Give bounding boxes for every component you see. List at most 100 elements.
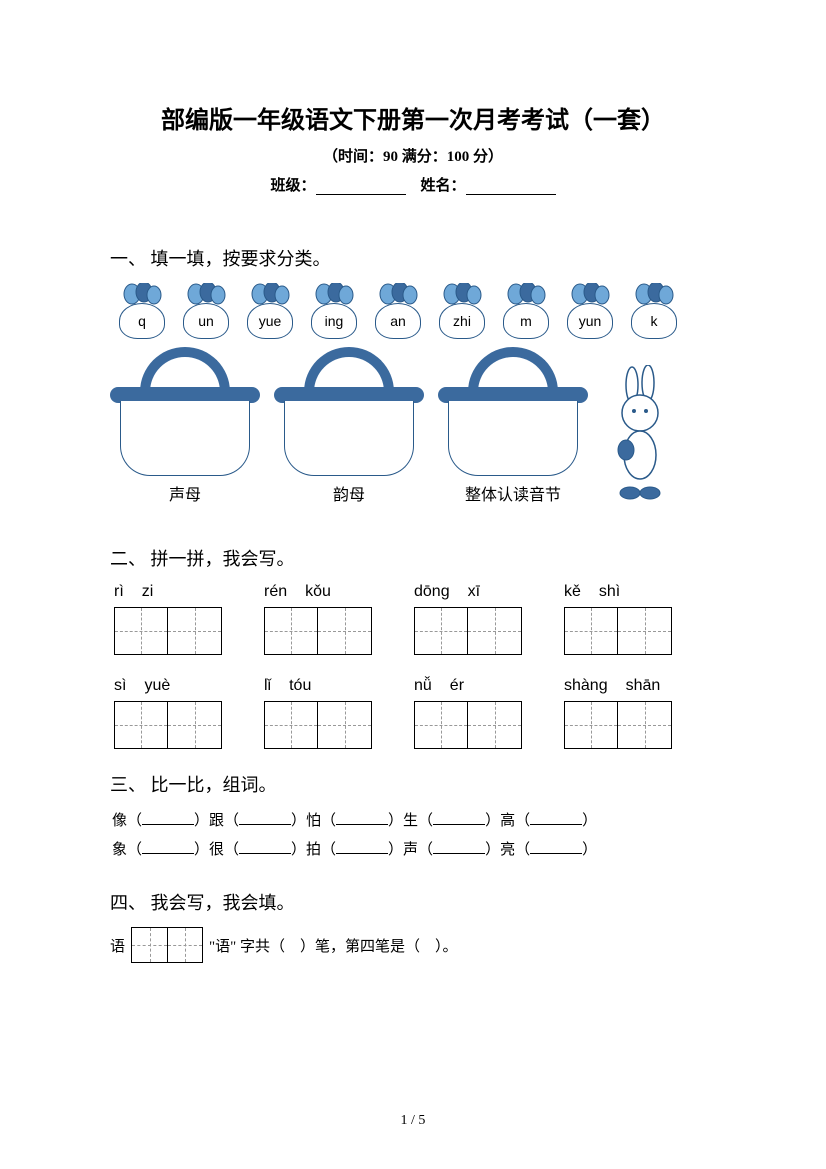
bunny-icon <box>602 365 682 505</box>
char-box-pair[interactable] <box>414 607 522 655</box>
name-label: 姓名： <box>421 178 466 194</box>
radish-row: q un yue ing an zhi m yun k <box>110 283 716 341</box>
pinyin-syllable: nǚ <box>414 677 432 695</box>
basket-label: 声母 <box>110 481 260 505</box>
pinyin-syllable: yuè <box>144 677 170 695</box>
basket <box>110 347 260 477</box>
subtitle: （时间：90 满分：100 分） <box>110 145 716 166</box>
char-box[interactable] <box>618 702 671 748</box>
basket-group: 整体认读音节 <box>438 347 588 505</box>
char-box[interactable] <box>415 702 468 748</box>
basket-group: 声母 <box>110 347 260 505</box>
info-line: 班级： 姓名： <box>110 174 716 195</box>
word-blank[interactable] <box>530 842 582 854</box>
section-4-char: 语 <box>110 935 125 956</box>
pinyin-group: shàng shān <box>564 677 672 695</box>
char-box[interactable] <box>168 702 221 748</box>
section-1-title: 一、 填一填，按要求分类。 <box>110 245 716 271</box>
section-4-content: 语 "语" 字共（ ）笔，第四笔是（ ）。 <box>110 927 716 963</box>
char-box-pair[interactable] <box>564 701 672 749</box>
char-box[interactable] <box>618 608 671 654</box>
pinyin-syllable: tóu <box>289 677 311 695</box>
word-blank[interactable] <box>433 842 485 854</box>
pinyin-syllable: shàng <box>564 677 608 695</box>
char-box-pair[interactable] <box>564 607 672 655</box>
word-blank[interactable] <box>336 842 388 854</box>
pinyin-syllable: zi <box>142 583 154 601</box>
boxes-row <box>110 607 716 655</box>
char-box[interactable] <box>265 702 318 748</box>
char-box[interactable] <box>131 927 167 963</box>
section-2-title: 二、 拼一拼，我会写。 <box>110 545 716 571</box>
radish-item: un <box>178 283 234 341</box>
char-box[interactable] <box>318 608 371 654</box>
pinyin-syllable: kǒu <box>305 583 331 601</box>
char-box[interactable] <box>115 608 168 654</box>
word-blank[interactable] <box>239 813 291 825</box>
char-box[interactable] <box>415 608 468 654</box>
char-box[interactable] <box>168 608 221 654</box>
section-3-title: 三、 比一比，组词。 <box>110 771 716 797</box>
char-box-pair[interactable] <box>131 927 203 963</box>
pinyin-group: rìzi <box>114 583 222 601</box>
word-blank[interactable] <box>433 813 485 825</box>
pinyin-syllable: kě <box>564 583 581 601</box>
basket-label: 韵母 <box>274 481 424 505</box>
char-box[interactable] <box>318 702 371 748</box>
radish-item: m <box>498 283 554 341</box>
word-blank[interactable] <box>336 813 388 825</box>
basket-label: 整体认读音节 <box>438 481 588 505</box>
pinyin-syllable: ér <box>450 677 464 695</box>
char-box-pair[interactable] <box>264 701 372 749</box>
char-box[interactable] <box>565 702 618 748</box>
word-blank[interactable] <box>530 813 582 825</box>
class-blank[interactable] <box>316 181 406 195</box>
radish-item: zhi <box>434 283 490 341</box>
char-box[interactable] <box>167 927 203 963</box>
pinyin-group: lǐtóu <box>264 677 372 695</box>
basket-group: 韵母 <box>274 347 424 505</box>
pinyin-syllable: lǐ <box>264 677 271 695</box>
radish-item: k <box>626 283 682 341</box>
pinyin-syllable: rì <box>114 583 124 601</box>
basket <box>274 347 424 477</box>
baskets-row: 声母 韵母 整体认读音节 <box>110 347 716 505</box>
char-box[interactable] <box>468 608 521 654</box>
basket <box>438 347 588 477</box>
pinyin-syllable: xī <box>468 583 480 601</box>
char-box-pair[interactable] <box>264 607 372 655</box>
pinyin-group: sìyuè <box>114 677 222 695</box>
pinyin-syllable: sì <box>114 677 126 695</box>
word-blank[interactable] <box>142 842 194 854</box>
radish-item: q <box>114 283 170 341</box>
pinyin-syllable: dōng <box>414 583 450 601</box>
radish-item: yue <box>242 283 298 341</box>
page-number: 1 / 5 <box>0 1113 826 1129</box>
pinyin-syllable: shì <box>599 583 620 601</box>
char-box[interactable] <box>565 608 618 654</box>
char-box[interactable] <box>265 608 318 654</box>
pinyin-row: rìzi rénkǒu dōngxī kěshì <box>110 583 716 601</box>
char-box-pair[interactable] <box>414 701 522 749</box>
word-blank[interactable] <box>239 842 291 854</box>
boxes-row <box>110 701 716 749</box>
char-box[interactable] <box>468 702 521 748</box>
pinyin-group: dōngxī <box>414 583 522 601</box>
class-label: 班级： <box>270 178 315 194</box>
radish-item: yun <box>562 283 618 341</box>
pinyin-group: nǚér <box>414 677 522 695</box>
char-box[interactable] <box>115 702 168 748</box>
pinyin-syllable: shān <box>626 677 661 695</box>
name-blank[interactable] <box>466 181 556 195</box>
page-title: 部编版一年级语文下册第一次月考考试（一套） <box>110 100 716 135</box>
pinyin-syllable: rén <box>264 583 287 601</box>
radish-item: an <box>370 283 426 341</box>
pinyin-row: sìyuè lǐtóu nǚér shàng shān <box>110 677 716 695</box>
char-box-pair[interactable] <box>114 701 222 749</box>
section-4-title: 四、 我会写，我会填。 <box>110 889 716 915</box>
word-blank[interactable] <box>142 813 194 825</box>
compare-row: 像（）跟（）怕（）生（）高（） <box>110 809 716 830</box>
char-box-pair[interactable] <box>114 607 222 655</box>
pinyin-group: rénkǒu <box>264 583 372 601</box>
pinyin-group: kěshì <box>564 583 672 601</box>
